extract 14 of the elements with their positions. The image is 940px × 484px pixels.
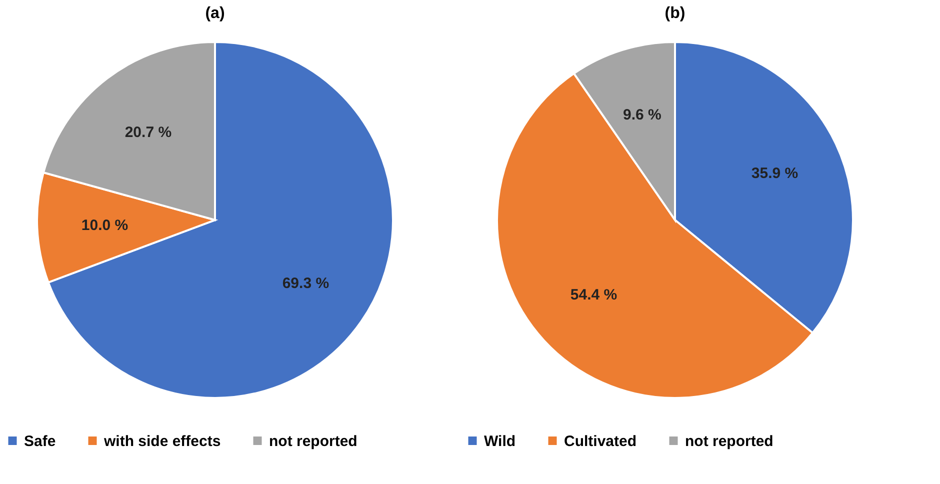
data-label: 9.6 % xyxy=(623,106,662,124)
data-label: 20.7 % xyxy=(124,124,172,142)
legend-label: not reported xyxy=(269,432,358,450)
legend-label: with side effects xyxy=(103,432,221,450)
legend-label: Wild xyxy=(484,432,516,450)
legend-label: Cultivated xyxy=(564,432,637,450)
data-label: 10.0 % xyxy=(81,216,128,234)
data-label: 35.9 % xyxy=(751,164,798,182)
legend-label: not reported xyxy=(685,432,774,450)
data-label: 54.4 % xyxy=(570,286,618,304)
data-label: 69.3 % xyxy=(282,274,330,292)
chart-title: (a) xyxy=(205,5,225,22)
chart-title: (b) xyxy=(664,5,686,22)
legend-label: Safe xyxy=(24,432,56,450)
